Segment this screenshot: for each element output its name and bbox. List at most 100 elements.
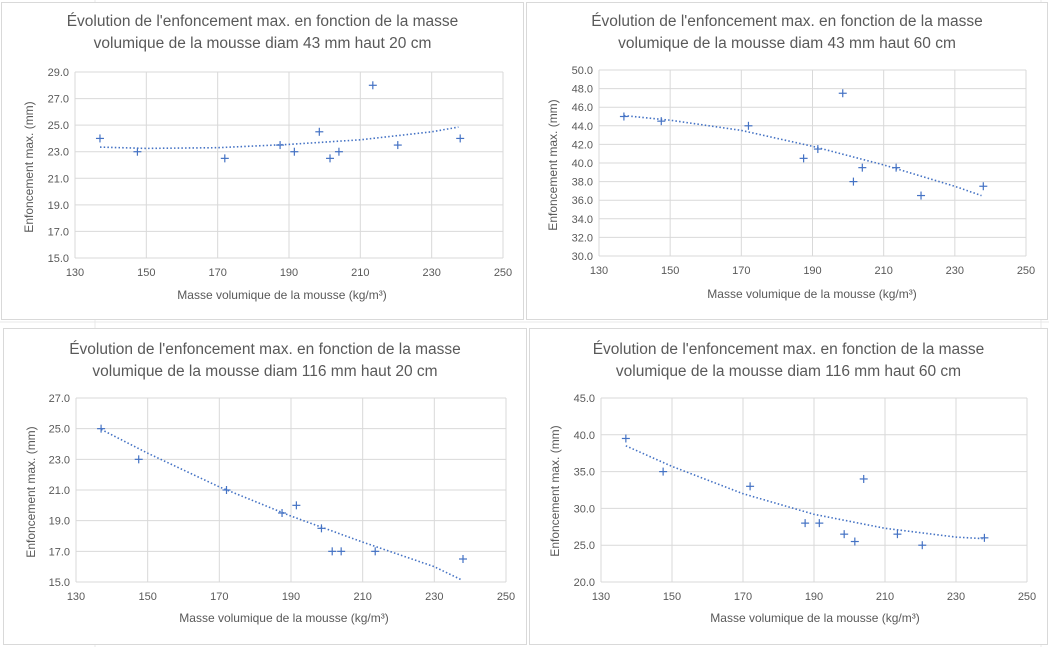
chart-2-title-line2: volumique de la mousse diam 43 mm haut 6… bbox=[618, 35, 956, 52]
data-point[interactable] bbox=[659, 467, 668, 476]
y-tick-label: 19.0 bbox=[49, 516, 70, 528]
y-tick-label: 48.0 bbox=[572, 84, 593, 96]
chart-panel-3[interactable]: Évolution de l'enfoncement max. en fonct… bbox=[3, 328, 527, 645]
chart-1-y-axis-label: Enfoncement max. (mm) bbox=[22, 101, 36, 233]
x-tick-label: 130 bbox=[592, 591, 610, 603]
chart-4-plot: 20.0 25.0 30.0 35.0 40.0 45.0 130 150 170 190 210 2… bbox=[574, 393, 1037, 603]
data-point[interactable] bbox=[292, 501, 301, 510]
x-tick-label: 170 bbox=[210, 591, 228, 603]
data-point[interactable] bbox=[317, 524, 326, 533]
chart-2-plot: 30.0 32.0 34.0 36.0 38.0 40.0 42.0 44.0 46.0 48.0… bbox=[572, 65, 1036, 277]
chart-2-title: Évolution de l'enfoncement max. en fonct… bbox=[527, 11, 1047, 55]
chart-1-title: Évolution de l'enfoncement max. en fonct… bbox=[2, 11, 523, 55]
data-point[interactable] bbox=[95, 134, 104, 143]
y-tick-label: 17.0 bbox=[49, 546, 70, 558]
chart-4-x-axis-label: Masse volumique de la mousse (kg/m³) bbox=[710, 611, 920, 625]
x-tick-label: 210 bbox=[353, 591, 371, 603]
y-tick-label: 36.0 bbox=[572, 195, 593, 207]
data-point[interactable] bbox=[134, 455, 143, 464]
data-point[interactable] bbox=[133, 147, 142, 156]
chart-panel-4[interactable]: Évolution de l'enfoncement max. en fonct… bbox=[529, 328, 1048, 645]
data-point[interactable] bbox=[619, 112, 628, 121]
data-point[interactable] bbox=[746, 482, 755, 491]
data-point[interactable] bbox=[799, 154, 808, 163]
chart-1-x-axis-label: Masse volumique de la mousse (kg/m³) bbox=[177, 288, 387, 302]
data-point[interactable] bbox=[801, 519, 810, 528]
data-point[interactable] bbox=[744, 121, 753, 130]
data-point[interactable] bbox=[328, 547, 337, 556]
y-tick-label: 20.0 bbox=[574, 577, 595, 589]
chart-panel-1[interactable]: Évolution de l'enfoncement max. en fonct… bbox=[1, 2, 524, 320]
chart-2-y-axis-label: Enfoncement max. (mm) bbox=[546, 99, 560, 231]
x-tick-label: 150 bbox=[661, 265, 679, 277]
chart-4-title-line1: Évolution de l'enfoncement max. en fonct… bbox=[592, 341, 985, 358]
data-point[interactable] bbox=[840, 530, 849, 539]
data-point[interactable] bbox=[850, 537, 859, 546]
x-tick-label: 130 bbox=[67, 591, 85, 603]
chart-3-title-line2: volumique de la mousse diam 116 mm haut … bbox=[92, 363, 438, 380]
data-point[interactable] bbox=[97, 424, 106, 433]
data-point[interactable] bbox=[838, 89, 847, 98]
y-tick-label: 23.0 bbox=[49, 454, 70, 466]
data-point[interactable] bbox=[859, 474, 868, 483]
chart-3-title-line1: Évolution de l'enfoncement max. en fonct… bbox=[69, 341, 461, 358]
x-tick-label: 170 bbox=[734, 591, 752, 603]
data-point[interactable] bbox=[393, 141, 402, 150]
y-tick-label: 42.0 bbox=[572, 139, 593, 151]
x-tick-label: 170 bbox=[208, 267, 226, 279]
y-tick-label: 45.0 bbox=[574, 393, 595, 405]
data-point[interactable] bbox=[276, 141, 285, 150]
x-tick-label: 210 bbox=[874, 265, 892, 277]
data-point[interactable] bbox=[657, 117, 666, 126]
chart-3-x-axis-label: Masse volumique de la mousse (kg/m³) bbox=[179, 611, 389, 625]
x-tick-label: 250 bbox=[497, 591, 515, 603]
y-tick-label: 25.0 bbox=[574, 540, 595, 552]
chart-4-title: Évolution de l'enfoncement max. en fonct… bbox=[530, 339, 1047, 383]
trendline bbox=[100, 428, 462, 581]
chart-1-title-line2: volumique de la mousse diam 43 mm haut 2… bbox=[93, 35, 432, 52]
data-point[interactable] bbox=[918, 541, 927, 550]
x-tick-label: 230 bbox=[947, 591, 965, 603]
data-point[interactable] bbox=[337, 547, 346, 556]
data-point[interactable] bbox=[979, 182, 988, 191]
y-tick-label: 23.0 bbox=[48, 147, 69, 159]
data-point[interactable] bbox=[459, 555, 467, 563]
chart-1-title-line1: Évolution de l'enfoncement max. en fonct… bbox=[66, 13, 459, 30]
data-point[interactable] bbox=[278, 509, 287, 517]
chart-panel-2[interactable]: Évolution de l'enfoncement max. en fonct… bbox=[526, 2, 1048, 320]
x-tick-label: 230 bbox=[425, 591, 443, 603]
y-tick-label: 29.0 bbox=[48, 67, 69, 79]
x-tick-label: 190 bbox=[280, 267, 298, 279]
y-tick-label: 40.0 bbox=[574, 430, 595, 442]
data-point[interactable] bbox=[849, 177, 858, 186]
data-point[interactable] bbox=[917, 191, 926, 200]
y-tick-label: 15.0 bbox=[48, 253, 69, 265]
data-point[interactable] bbox=[813, 145, 822, 154]
x-tick-label: 190 bbox=[803, 265, 821, 277]
data-point[interactable] bbox=[858, 163, 867, 172]
data-point[interactable] bbox=[334, 147, 343, 156]
data-point[interactable] bbox=[815, 519, 824, 528]
x-tick-label: 150 bbox=[663, 591, 681, 603]
x-tick-label: 250 bbox=[1018, 591, 1036, 603]
x-tick-label: 150 bbox=[137, 267, 155, 279]
y-tick-label: 44.0 bbox=[572, 121, 593, 133]
data-point[interactable] bbox=[220, 154, 229, 163]
x-tick-label: 190 bbox=[282, 591, 300, 603]
data-point[interactable] bbox=[222, 486, 231, 494]
data-point[interactable] bbox=[621, 434, 630, 443]
data-point[interactable] bbox=[326, 154, 335, 163]
data-point[interactable] bbox=[315, 127, 324, 136]
y-tick-label: 19.0 bbox=[48, 200, 69, 212]
data-point[interactable] bbox=[892, 163, 901, 172]
data-point[interactable] bbox=[371, 547, 380, 556]
data-point[interactable] bbox=[456, 134, 465, 143]
data-point[interactable] bbox=[290, 147, 299, 156]
y-tick-label: 25.0 bbox=[49, 424, 70, 436]
data-point[interactable] bbox=[980, 533, 989, 542]
data-point[interactable] bbox=[893, 530, 902, 539]
chart-2-x-axis-label: Masse volumique de la mousse (kg/m³) bbox=[707, 287, 917, 301]
x-tick-label: 130 bbox=[66, 267, 84, 279]
data-point[interactable] bbox=[368, 81, 377, 90]
y-tick-label: 21.0 bbox=[49, 485, 70, 497]
